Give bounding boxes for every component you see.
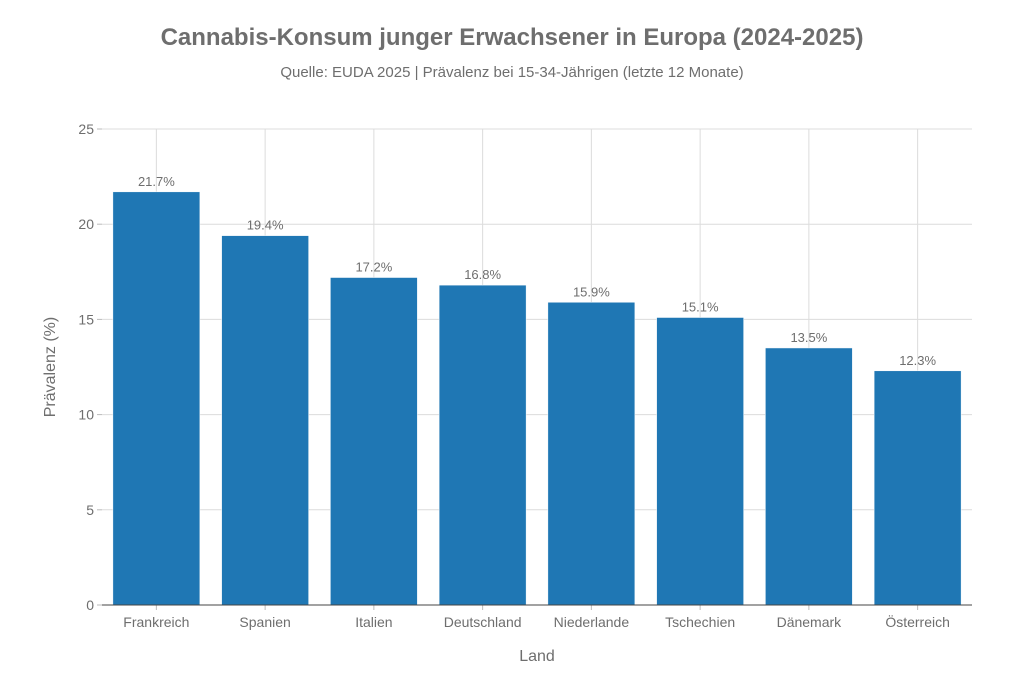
bar-dänemark (765, 347, 853, 606)
data-label: 15.1% (682, 299, 719, 314)
data-label: 13.5% (790, 330, 827, 345)
bar-frankreich (112, 191, 201, 606)
x-tick-label: Dänemark (777, 614, 843, 630)
chart-title: Cannabis-Konsum junger Erwachsener in Eu… (160, 24, 864, 51)
bar-österreich (873, 370, 962, 606)
x-axis-title: Land (519, 648, 555, 665)
bar-italien (330, 277, 418, 606)
y-axis-title: Prävalenz (%) (42, 317, 59, 417)
y-tick-label: 15 (78, 311, 94, 327)
bar-deutschland (438, 284, 527, 606)
x-tick-label: Niederlande (554, 614, 630, 630)
chart-subtitle: Quelle: EUDA 2025 | Prävalenz bei 15-34-… (280, 64, 744, 81)
y-tick-label: 25 (78, 121, 94, 137)
x-tick-label: Deutschland (444, 614, 522, 630)
data-label: 15.9% (573, 284, 610, 299)
x-tick-label: Tschechien (665, 614, 735, 630)
x-tick-label: Frankreich (123, 614, 189, 630)
y-tick-label: 20 (78, 216, 94, 232)
bar-spanien (221, 235, 309, 606)
y-tick-label: 0 (86, 597, 94, 613)
data-label: 21.7% (138, 174, 175, 189)
bar-tschechien (656, 317, 744, 606)
x-tick-label: Italien (355, 614, 392, 630)
y-tick-label: 10 (78, 407, 94, 423)
data-label: 12.3% (899, 353, 936, 368)
x-tick-label: Spanien (239, 614, 290, 630)
data-label: 19.4% (247, 218, 284, 233)
y-tick-label: 5 (86, 502, 94, 518)
bar-niederlande (547, 302, 636, 606)
data-label: 17.2% (355, 260, 392, 275)
data-label: 16.8% (464, 267, 501, 282)
x-tick-label: Österreich (885, 613, 950, 630)
